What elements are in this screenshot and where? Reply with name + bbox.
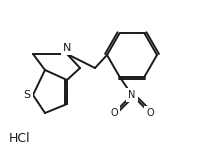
Text: O: O [110, 108, 118, 118]
Text: O: O [146, 108, 154, 118]
Text: N: N [128, 90, 136, 100]
Text: HCl: HCl [9, 131, 31, 145]
Text: S: S [23, 90, 31, 100]
Text: N: N [63, 43, 71, 53]
